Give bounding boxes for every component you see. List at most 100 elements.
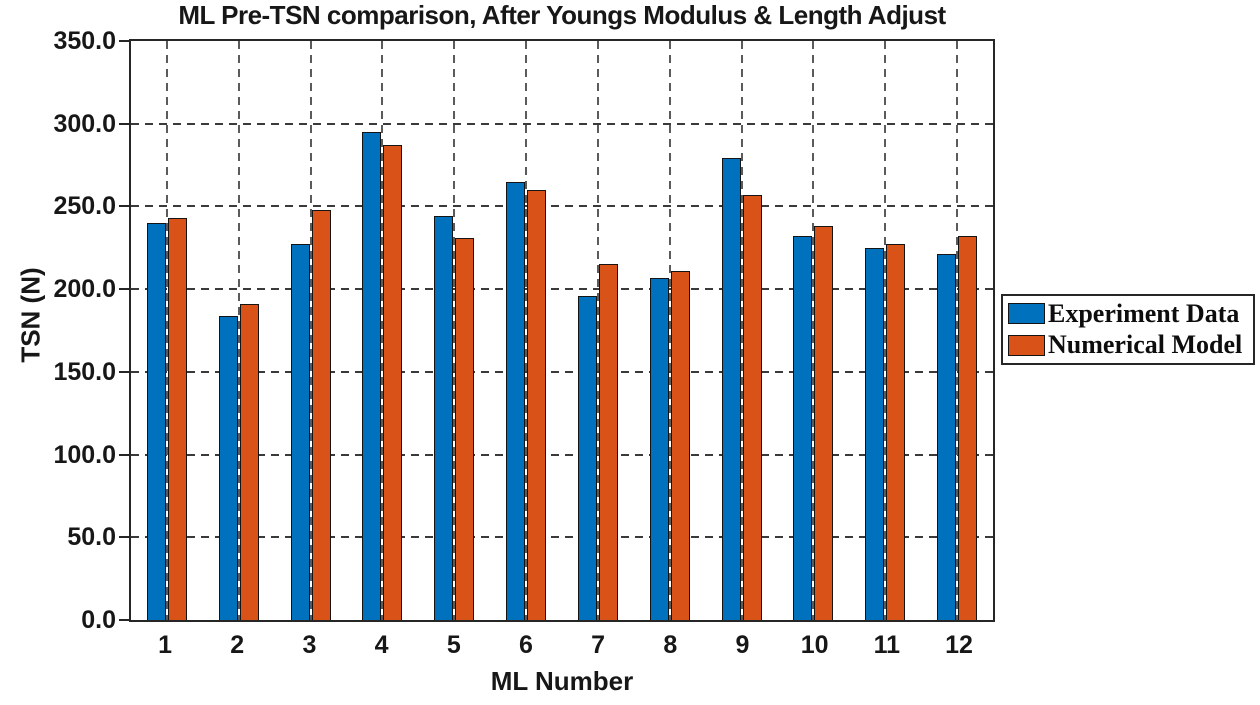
x-tick-label-11: 11	[873, 631, 901, 659]
bar-group-7	[562, 41, 634, 620]
y-tick-mark-0.0	[119, 619, 129, 621]
category-cell-11	[849, 41, 921, 620]
x-axis-label: ML Number	[490, 666, 634, 696]
bar-group-9	[706, 41, 778, 620]
v-gridline-8	[668, 41, 671, 620]
bar-numerical-model-6	[527, 189, 547, 620]
y-tick-mark-250.0	[119, 205, 129, 208]
bar-numerical-model-3	[311, 209, 331, 620]
y-tick-label-250.0: 250.0	[53, 192, 116, 221]
category-cell-10	[777, 41, 849, 620]
y-tick-mark-200.0	[119, 288, 129, 291]
bar-numerical-model-4	[383, 145, 403, 620]
bar-group-6	[490, 41, 562, 620]
y-tick-mark-150.0	[119, 370, 129, 373]
y-tick-label-150.0: 150.0	[53, 357, 116, 386]
category-cell-2	[203, 41, 275, 620]
bar-experiment-data-9	[721, 158, 741, 620]
h-gridline-150	[131, 370, 993, 373]
h-gridline-100	[131, 453, 993, 456]
legend: Experiment Data Numerical Model	[1001, 294, 1255, 365]
v-gridline-4	[381, 41, 384, 620]
bar-numerical-model-9	[742, 194, 762, 620]
category-cell-4	[346, 41, 418, 620]
legend-item-experiment-data: Experiment Data	[1008, 298, 1251, 330]
category-cell-5	[418, 41, 490, 620]
bar-numerical-model-5	[455, 237, 475, 620]
y-tick-label-300.0: 300.0	[53, 109, 116, 138]
h-gridline-200	[131, 288, 993, 291]
v-gridline-11	[884, 41, 887, 620]
h-gridline-300	[131, 122, 993, 125]
x-tick-label-12: 12	[945, 631, 973, 659]
plot-area	[129, 39, 995, 622]
chart-title: ML Pre-TSN comparison, After Youngs Modu…	[178, 0, 946, 30]
x-axis-ticks: 1 2 3 4 5 6 7 8 9 10 11 12	[129, 631, 995, 660]
y-tick-label-50.0: 50.0	[67, 523, 116, 552]
bar-experiment-data-8	[649, 277, 669, 620]
category-cell-12	[921, 41, 993, 620]
y-tick-label-200.0: 200.0	[53, 275, 116, 304]
x-tick-label-3: 3	[302, 631, 317, 659]
category-cell-6	[490, 41, 562, 620]
bar-numerical-model-10	[814, 226, 834, 620]
v-gridline-7	[596, 41, 599, 620]
x-tick-label-9: 9	[735, 631, 750, 659]
x-tick-label-8: 8	[663, 631, 678, 659]
legend-swatch-experiment-data	[1008, 303, 1045, 325]
bar-experiment-data-4	[362, 132, 382, 620]
x-tick-label-10: 10	[800, 631, 829, 659]
x-tick-label-2: 2	[230, 631, 245, 659]
y-tick-mark-100.0	[119, 453, 129, 456]
bar-group-11	[849, 41, 921, 620]
y-tick-mark-350.0	[119, 40, 129, 42]
bar-numerical-model-8	[670, 270, 690, 620]
bar-experiment-data-11	[865, 247, 885, 620]
bar-experiment-data-1	[146, 222, 166, 620]
y-tick-mark-50.0	[119, 536, 129, 539]
v-gridline-6	[525, 41, 528, 620]
category-cell-1	[131, 41, 203, 620]
bar-group-5	[418, 41, 490, 620]
category-cell-7	[562, 41, 634, 620]
v-gridline-12	[956, 41, 959, 620]
h-gridline-250	[131, 205, 993, 208]
bar-numerical-model-12	[958, 236, 978, 620]
y-tick-label-100.0: 100.0	[53, 440, 116, 469]
bar-group-2	[203, 41, 275, 620]
legend-label-experiment-data: Experiment Data	[1048, 298, 1240, 328]
y-tick-label-0.0: 0.0	[81, 606, 116, 634]
v-gridline-3	[309, 41, 312, 620]
x-tick-label-5: 5	[446, 631, 461, 659]
x-tick-label-7: 7	[591, 631, 606, 659]
y-tick-mark-300.0	[119, 122, 129, 125]
category-cell-3	[275, 41, 347, 620]
bar-experiment-data-2	[218, 315, 238, 620]
x-tick-label-6: 6	[518, 631, 533, 659]
legend-swatch-numerical-model	[1008, 334, 1045, 356]
bar-experiment-data-12	[937, 254, 957, 620]
legend-label-numerical-model: Numerical Model	[1048, 330, 1243, 360]
h-gridline-50	[131, 536, 993, 539]
bar-row	[131, 41, 993, 620]
bar-group-3	[275, 41, 347, 620]
bar-numerical-model-1	[167, 218, 187, 620]
bar-group-8	[634, 41, 706, 620]
x-tick-label-4: 4	[374, 631, 389, 659]
bar-group-10	[777, 41, 849, 620]
v-gridline-10	[812, 41, 815, 620]
x-tick-label-1: 1	[158, 631, 173, 659]
v-gridline-5	[453, 41, 456, 620]
v-gridline-1	[165, 41, 168, 620]
bar-numerical-model-7	[598, 264, 618, 620]
bar-group-4	[346, 41, 418, 620]
bar-experiment-data-6	[506, 181, 526, 620]
plot-inner	[131, 41, 993, 620]
bar-experiment-data-7	[577, 295, 597, 620]
legend-item-numerical-model: Numerical Model	[1008, 330, 1251, 362]
bar-numerical-model-2	[239, 304, 259, 620]
bar-group-1	[131, 41, 203, 620]
bar-numerical-model-11	[886, 244, 906, 620]
v-gridline-2	[237, 41, 240, 620]
